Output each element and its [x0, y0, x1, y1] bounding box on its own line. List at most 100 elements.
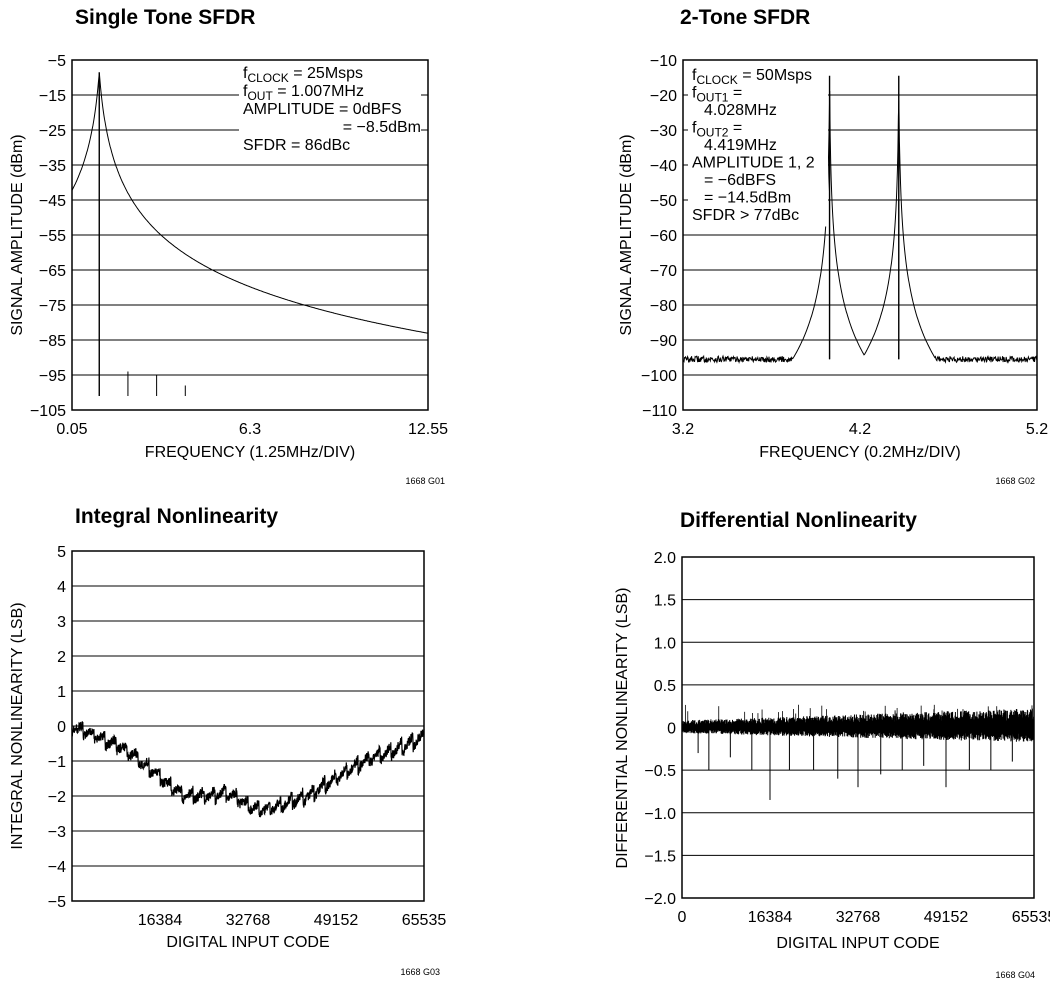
- figure-code: 1668 G02: [995, 476, 1035, 486]
- annotation-line: fOUT1 =: [692, 85, 742, 105]
- y-tick-label: −100: [641, 368, 677, 385]
- y-tick-label: 1.0: [654, 635, 676, 652]
- y-tick-label: −35: [39, 158, 66, 175]
- y-tick-label: 0: [57, 719, 66, 736]
- y-axis-label: SIGNAL AMPLITUDE (dBm): [9, 134, 26, 335]
- x-tick-label: 65535: [1012, 909, 1050, 926]
- annotation-line: = −6dBFS: [704, 172, 776, 189]
- plot-frame: [71, 550, 425, 902]
- x-tick-label: 4.2: [849, 421, 871, 438]
- y-tick-label: −30: [650, 123, 677, 140]
- y-tick-label: −15: [39, 88, 66, 105]
- y-tick-label: −2: [48, 789, 66, 806]
- y-tick-label: −1.5: [644, 848, 676, 865]
- y-tick-label: −90: [650, 333, 677, 350]
- plot-frame: [682, 59, 1038, 411]
- annotation-line: fCLOCK = 50Msps: [692, 67, 812, 87]
- x-axis-label: DIGITAL INPUT CODE: [166, 934, 329, 951]
- annotation-line: = −14.5dBm: [704, 190, 791, 207]
- y-tick-label: −1.0: [644, 806, 676, 823]
- chart-panel-two-tone-sfdr: 2-Tone SFDR −10 −20 −30 −40 −50 −60 −70 −80 −90−…: [525, 0, 1050, 495]
- y-tick-label: −50: [650, 193, 677, 210]
- y-tick-label: −10: [650, 53, 677, 70]
- chart-title: Integral Nonlinearity: [75, 505, 279, 528]
- y-tick-label: −75: [39, 298, 66, 315]
- y-tick-label: −2.0: [644, 891, 676, 908]
- figure-code: 1668 G04: [995, 970, 1035, 980]
- figure-code: 1668 G03: [400, 967, 440, 977]
- y-tick-label: 4: [57, 579, 66, 596]
- chart-svg-differential-nonlinearity: 2.01.51.00.50−0.5−1.0−1.5−2.00 16384 32768…: [614, 550, 1050, 980]
- x-axis-label: FREQUENCY (1.25MHz/DIV): [145, 444, 355, 461]
- x-tick-label: 32768: [836, 909, 881, 926]
- y-tick-label: 0.5: [654, 678, 676, 695]
- annotation-line: 4.028MHz: [704, 102, 777, 119]
- inl-trace: [71, 721, 425, 818]
- annotation-line: = −8.5dBm: [343, 119, 421, 136]
- annotation-line: 4.419MHz: [704, 137, 777, 154]
- chart-title: Differential Nonlinearity: [680, 509, 917, 532]
- annotation-line: SFDR > 77dBc: [692, 207, 799, 224]
- y-tick-label: −85: [39, 333, 66, 350]
- y-tick-label: −3: [48, 824, 66, 841]
- chart-svg-integral-nonlinearity: 5 4 3 2 1 0 −1 −2 −3 −4 −5 16384 32768 49152 65535 DIGI…: [9, 544, 447, 977]
- plot-frame: [681, 556, 1035, 899]
- y-tick-label: −95: [39, 368, 66, 385]
- x-tick-label: 0.05: [56, 421, 87, 438]
- chart-panel-single-tone-sfdr: Single Tone SFDR −5 −15 −25 −35 −45 −55 −65 −75…: [0, 0, 525, 495]
- x-tick-label: 49152: [314, 912, 359, 929]
- y-tick-label: −70: [650, 263, 677, 280]
- annotation-line: fOUT2 =: [692, 120, 742, 140]
- y-tick-label: 0: [667, 721, 676, 738]
- chart-panel-differential-nonlinearity: Differential Nonlinearity 2.0 1.5 1.0 0.5 0−…: [525, 495, 1050, 990]
- x-tick-label: 49152: [924, 909, 969, 926]
- y-tick-label: −65: [39, 263, 66, 280]
- x-tick-label: 5.2: [1026, 421, 1048, 438]
- y-tick-label: −80: [650, 298, 677, 315]
- y-axis-label: INTEGRAL NONLINEARITY (LSB): [9, 602, 26, 849]
- y-tick-label: −0.5: [644, 763, 676, 780]
- annotation-line: AMPLITUDE = 0dBFS: [243, 101, 402, 118]
- y-axis-label: DIFFERENTIAL NONLINEARITY (LSB): [614, 588, 631, 869]
- y-tick-label: −4: [48, 859, 66, 876]
- y-tick-label: 1.5: [654, 593, 676, 610]
- x-tick-label: 32768: [226, 912, 271, 929]
- x-tick-label: 12.55: [408, 421, 448, 438]
- spectrum-trace: [682, 90, 1038, 364]
- y-tick-label: −40: [650, 158, 677, 175]
- y-tick-label: −110: [642, 403, 677, 420]
- spectrum-trace: [71, 73, 429, 334]
- x-tick-label: 16384: [138, 912, 183, 929]
- y-tick-label: −45: [39, 193, 66, 210]
- y-tick-label: −5: [48, 894, 66, 911]
- chart-panel-integral-nonlinearity: Integral Nonlinearity 5 4 3 2 1 0 −1 −2 −3 −4 −5 16…: [0, 495, 525, 990]
- x-tick-label: 65535: [402, 912, 447, 929]
- y-tick-label: −5: [48, 53, 66, 70]
- x-axis-label: FREQUENCY (0.2MHz/DIV): [759, 444, 961, 461]
- x-tick-label: 6.3: [239, 421, 261, 438]
- y-tick-label: 5: [57, 544, 66, 561]
- x-tick-label: 3.2: [672, 421, 694, 438]
- y-tick-label: −20: [650, 88, 677, 105]
- y-tick-label: −1: [48, 754, 66, 771]
- annotation-background: [239, 63, 421, 157]
- y-tick-label: 1: [57, 684, 66, 701]
- x-tick-label: 0: [678, 909, 687, 926]
- y-tick-label: −60: [650, 228, 677, 245]
- chart-title: 2-Tone SFDR: [680, 6, 811, 29]
- y-tick-label: 3: [57, 614, 66, 631]
- y-axis-label: SIGNAL AMPLITUDE (dBm): [618, 134, 635, 335]
- annotation-line: SFDR = 86dBc: [243, 137, 350, 154]
- chart-title: Single Tone SFDR: [75, 6, 256, 29]
- figure-code: 1668 G01: [405, 476, 445, 486]
- plot-frame: [71, 59, 429, 411]
- y-tick-label: −55: [39, 228, 66, 245]
- annotation-line: fCLOCK = 25Msps: [243, 65, 363, 85]
- annotation-line: AMPLITUDE 1, 2: [692, 155, 815, 172]
- annotation-line: fOUT = 1.007MHz: [243, 83, 364, 103]
- x-axis-label: DIGITAL INPUT CODE: [776, 935, 939, 952]
- y-tick-label: 2: [57, 649, 66, 666]
- y-tick-label: −25: [39, 123, 66, 140]
